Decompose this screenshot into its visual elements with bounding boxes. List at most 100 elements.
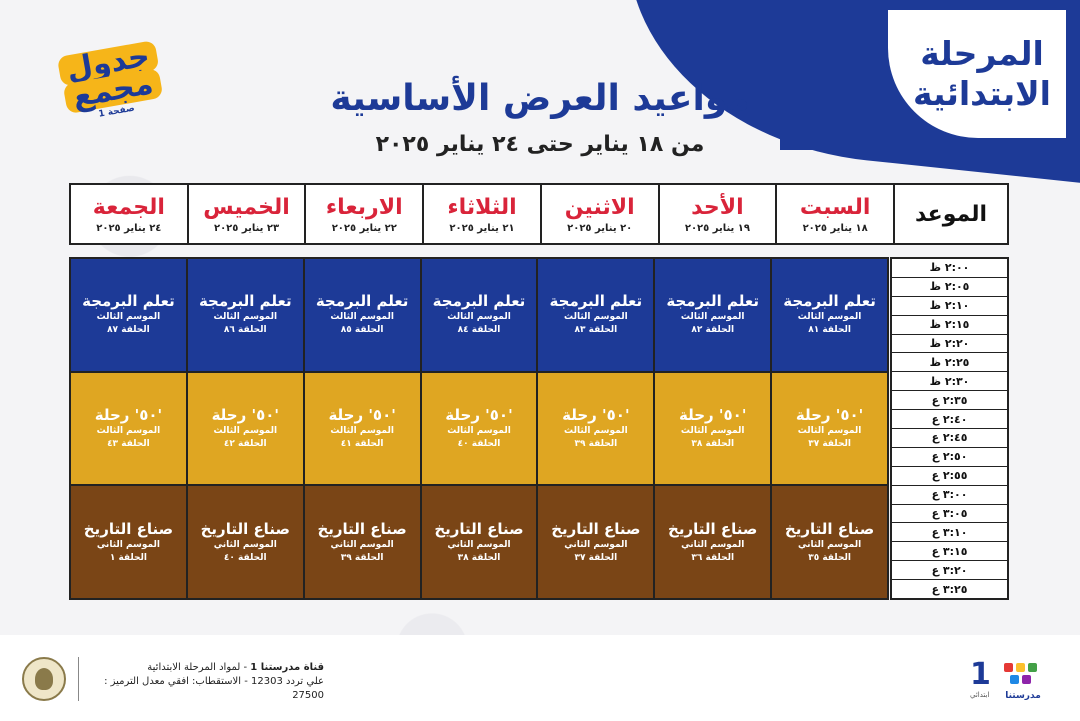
logo-square-yellow	[1016, 663, 1025, 672]
program-episode: الحلقة ٨٥	[340, 325, 384, 336]
page-subtitle: من ١٨ يناير حتى ٢٤ يناير ٢٠٢٥	[375, 132, 705, 157]
header-day: الأحد ١٩ يناير ٢٠٢٥	[657, 185, 776, 243]
program-title: صناع التاريخ	[317, 519, 407, 538]
program-season: الموسم الثالث	[96, 312, 161, 323]
header-day: الخميس ٢٣ يناير ٢٠٢٥	[186, 185, 305, 243]
program-episode: الحلقة ٨٧	[107, 325, 150, 336]
footer-divider	[78, 657, 79, 701]
program-episode: الحلقة ٨٤	[457, 325, 501, 336]
time-slot: ٢:٥٥ ع	[892, 467, 1007, 486]
time-column: ٢:٠٠ ظ ٢:٠٥ ظ ٢:١٠ ظ ٢:١٥ ظ ٢:٢٠ ظ ٢:٢٥ ظ ٢:٣٠…	[890, 257, 1009, 600]
stage-card: المرحلة الابتدائية	[888, 10, 1066, 138]
day-date: ٢٢ يناير ٢٠٢٥	[331, 222, 397, 234]
stage-line2: الابتدائية	[913, 74, 1051, 113]
header-day: الثلاثاء ٢١ يناير ٢٠٢٥	[422, 185, 540, 243]
program-title: صناع التاريخ	[200, 519, 290, 538]
program-block: صناع التاريخ الموسم الثاني الحلقة ١	[70, 486, 186, 599]
program-block: تعلم البرمجة الموسم الثالث الحلقة ٨٧	[70, 259, 186, 373]
header-day: السبت ١٨ يناير ٢٠٢٥	[775, 185, 893, 243]
time-slot: ٣:١٠ ع	[892, 523, 1007, 543]
program-season: الموسم الثالث	[96, 426, 161, 436]
day-column: تعلم البرمجة الموسم الثالث الحلقة ٨٤'٥٠' ر…	[419, 259, 537, 599]
logo-square-blue	[1010, 675, 1019, 684]
time-slot: ٢:٢٠ ظ	[892, 335, 1007, 354]
time-slot: ٢:٣٥ ع	[892, 391, 1007, 411]
footer-line2: علي تردد 12303 - الاستقطاب: افقي معدل ال…	[104, 676, 324, 701]
program-season: الموسم الثالث	[213, 426, 278, 436]
schedule-header: الموعد السبت ١٨ يناير ٢٠٢٥ الأحد ١٩ يناير …	[69, 183, 1009, 245]
program-title: '٥٠' رحلة	[795, 406, 864, 424]
footer: قناة مدرستنا 1 - لمواد المرحلة الابتدائي…	[0, 635, 1080, 721]
program-season: الموسم الثاني	[96, 539, 161, 550]
program-episode: الحلقة ٣٥	[808, 552, 851, 563]
program-season: الموسم الثاني	[681, 539, 745, 550]
program-title: تعلم البرمجة	[198, 292, 292, 311]
ministry-emblem-icon	[22, 657, 66, 701]
program-episode: الحلقة ٤٠	[457, 439, 501, 449]
program-episode: الحلقة ٣٧	[574, 552, 618, 563]
day-column: تعلم البرمجة الموسم الثالث الحلقة ٨٢'٥٠' ر…	[653, 259, 771, 599]
program-title: صناع التاريخ	[434, 519, 524, 538]
program-title: صناع التاريخ	[83, 519, 174, 538]
program-episode: الحلقة ٨٢	[691, 325, 735, 336]
program-block: صناع التاريخ الموسم الثاني الحلقة ٤٠	[187, 486, 303, 599]
program-title: '٥٠' رحلة	[94, 406, 163, 424]
day-column: تعلم البرمجة الموسم الثالث الحلقة ٨٧'٥٠' ر…	[70, 259, 186, 599]
day-name: الاثنين	[564, 194, 635, 220]
program-episode: الحلقة ٨٣	[574, 325, 618, 336]
time-slot: ٣:٠٥ ع	[892, 505, 1007, 524]
program-title: '٥٠' رحلة	[562, 406, 630, 424]
program-episode: الحلقة ٣٩	[574, 439, 618, 449]
logo-square-green	[1028, 663, 1037, 672]
logo-square-red	[1004, 663, 1013, 672]
program-block: تعلم البرمجة الموسم الثالث الحلقة ٨٥	[304, 259, 420, 373]
program-title: صناع التاريخ	[784, 519, 875, 538]
time-slot: ٢:١٥ ظ	[892, 316, 1007, 335]
program-season: الموسم الثالث	[680, 426, 745, 436]
program-block: صناع التاريخ الموسم الثاني الحلقة ٣٩	[304, 486, 420, 599]
program-title: تعلم البرمجة	[666, 292, 760, 311]
day-name: الاربعاء	[325, 194, 403, 220]
program-episode: الحلقة ١	[109, 552, 148, 563]
day-column: تعلم البرمجة الموسم الثالث الحلقة ٨٥ '٥٠' ر…	[302, 259, 420, 599]
program-season: الموسم الثالث	[564, 312, 628, 323]
footer-channel: قناة مدرستنا 1	[250, 662, 324, 673]
program-block: '٥٠' رحلة الموسم الثالث الحلقة ٤١	[304, 372, 420, 487]
program-season: الموسم الثالث	[564, 426, 628, 436]
time-slot: ٢:٣٠ ظ	[892, 372, 1007, 392]
program-title: تعلم البرمجة	[82, 292, 175, 311]
program-block: تعلم البرمجة الموسم الثالث الحلقة ٨٢	[655, 259, 771, 373]
program-block: تعلم البرمجة الموسم الثالث الحلقة ٨١	[772, 259, 887, 373]
day-column: تعلم البرمجة الموسم الثالث الحلقة ٨٦'٥٠' ر…	[185, 259, 303, 599]
logo-sub: ابتدائي	[970, 691, 990, 699]
program-block: '٥٠' رحلة الموسم الثالث الحلقة ٤٠	[421, 372, 537, 487]
program-title: صناع التاريخ	[668, 519, 758, 538]
day-date: ٢٠ يناير ٢٠٢٥	[567, 222, 633, 234]
program-season: الموسم الثالث	[797, 426, 862, 436]
header-day: الاثنين ٢٠ يناير ٢٠٢٥	[539, 185, 658, 243]
program-block: تعلم البرمجة الموسم الثالث الحلقة ٨٤	[421, 259, 537, 373]
program-block: تعلم البرمجة الموسم الثالث الحلقة ٨٦	[187, 259, 303, 373]
program-episode: الحلقة ٨١	[808, 325, 851, 336]
program-block: صناع التاريخ الموسم الثاني الحلقة ٣٥	[772, 486, 887, 599]
header-day: الجمعة ٢٤ يناير ٢٠٢٥	[71, 185, 187, 243]
program-season: الموسم الثالث	[213, 312, 278, 323]
day-date: ٢٣ يناير ٢٠٢٥	[213, 222, 280, 234]
day-date: ١٩ يناير ٢٠٢٥	[684, 222, 751, 234]
header-day: الاربعاء ٢٢ يناير ٢٠٢٥	[304, 185, 422, 243]
time-slot: ٢:١٠ ظ	[892, 297, 1007, 316]
time-slot: ٢:٠٠ ظ	[892, 259, 1007, 278]
program-season: الموسم الثاني	[797, 539, 862, 550]
program-title: تعلم البرمجة	[315, 292, 409, 311]
program-block: صناع التاريخ الموسم الثاني الحلقة ٣٧	[538, 486, 654, 599]
madrasatna-logo: 1 ابتدائي مدرستنا	[970, 657, 1050, 703]
program-season: الموسم الثالث	[330, 312, 394, 323]
program-title: تعلم البرمجة	[549, 292, 643, 311]
program-title: '٥٠' رحلة	[445, 406, 513, 424]
program-episode: الحلقة ٣٨	[457, 552, 501, 563]
program-episode: الحلقة ٤٢	[223, 439, 267, 449]
sticker-badge: جدول مجمع صفحة 1	[49, 38, 176, 138]
program-block: '٥٠' رحلة الموسم الثالث الحلقة ٣٧	[772, 372, 887, 487]
time-slot: ٣:٢٥ ع	[931, 582, 968, 596]
program-episode: الحلقة ٣٨	[691, 439, 735, 449]
